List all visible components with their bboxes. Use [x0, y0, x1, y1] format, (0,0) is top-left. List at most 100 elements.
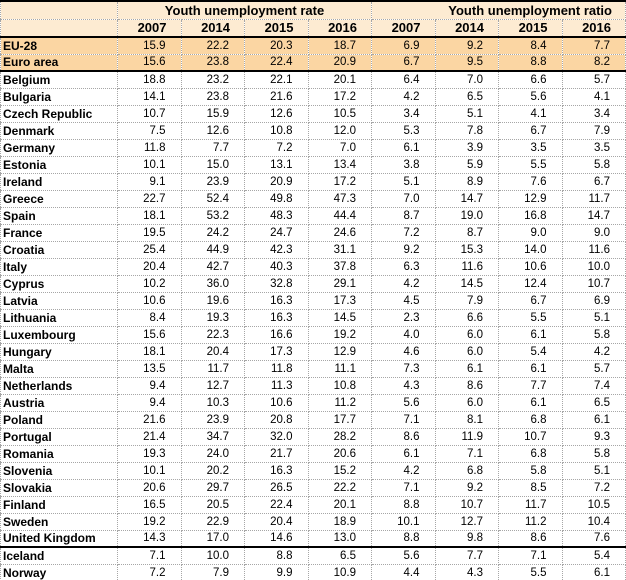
- row-label: Italy: [0, 258, 118, 276]
- rate-value-2015: 16.3: [244, 309, 309, 327]
- rate-value-2015: 21.7: [244, 445, 309, 463]
- rate-value-2014: 23.2: [181, 71, 245, 89]
- rate-value-2014: 23.8: [181, 54, 245, 72]
- ratio-value-2007: 2.3: [371, 309, 436, 327]
- ratio-value-2007: 6.4: [371, 71, 436, 89]
- rate-value-2016: 12.9: [308, 343, 372, 361]
- rate-value-2007: 7.1: [117, 547, 182, 565]
- ratio-value-2014: 9.8: [435, 530, 499, 548]
- rate-value-2014: 24.0: [181, 445, 245, 463]
- rate-value-2007: 18.1: [117, 207, 182, 225]
- row-label: Portugal: [0, 428, 118, 446]
- year-header-rate-2015: 2015: [244, 19, 309, 38]
- rate-value-2014: 23.9: [181, 173, 245, 191]
- rate-value-2014: 53.2: [181, 207, 245, 225]
- ratio-value-2007: 7.2: [371, 224, 436, 242]
- ratio-value-2015: 3.5: [498, 139, 563, 157]
- rate-value-2016: 7.0: [308, 139, 372, 157]
- table-row: Greece 22.7 52.4 49.8 47.3 7.0 14.7 12.9 11.7: [0, 190, 626, 208]
- table-row: Cyprus 10.2 36.0 32.8 29.1 4.2 14.5 12.4 10.7: [0, 275, 626, 293]
- rate-value-2015: 10.8: [244, 122, 309, 140]
- ratio-value-2015: 5.4: [498, 343, 563, 361]
- ratio-value-2007: 6.3: [371, 258, 436, 276]
- ratio-value-2016: 6.1: [562, 564, 626, 580]
- rate-value-2016: 24.6: [308, 224, 372, 242]
- rate-value-2015: 14.6: [244, 530, 309, 548]
- rate-value-2007: 18.8: [117, 71, 182, 89]
- rate-value-2016: 20.1: [308, 496, 372, 514]
- row-label: Lithuania: [0, 309, 118, 327]
- ratio-value-2016: 5.8: [562, 445, 626, 463]
- year-header-rate-2014: 2014: [181, 19, 245, 38]
- ratio-value-2014: 14.5: [435, 275, 499, 293]
- rate-value-2007: 19.3: [117, 445, 182, 463]
- row-label: Greece: [0, 190, 118, 208]
- rate-value-2014: 12.7: [181, 377, 245, 395]
- ratio-value-2016: 3.5: [562, 139, 626, 157]
- rate-value-2015: 22.4: [244, 496, 309, 514]
- rate-value-2007: 14.3: [117, 530, 182, 548]
- row-label: EU-28: [0, 37, 118, 55]
- rate-value-2015: 20.9: [244, 173, 309, 191]
- rate-value-2007: 8.4: [117, 309, 182, 327]
- table-row: Bulgaria 14.1 23.8 21.6 17.2 4.2 6.5 5.6 4.1: [0, 88, 626, 106]
- table-row: EU-28 15.9 22.2 20.3 18.7 6.9 9.2 8.4 7.7: [0, 37, 626, 55]
- rate-value-2014: 15.0: [181, 156, 245, 174]
- rate-value-2015: 16.6: [244, 326, 309, 344]
- rate-value-2014: 19.3: [181, 309, 245, 327]
- rate-value-2015: 20.4: [244, 513, 309, 531]
- ratio-value-2014: 5.9: [435, 156, 499, 174]
- table-row: Ireland 9.1 23.9 20.9 17.2 5.1 8.9 7.6 6.7: [0, 173, 626, 191]
- ratio-value-2016: 5.1: [562, 309, 626, 327]
- ratio-value-2014: 9.2: [435, 37, 499, 55]
- rate-value-2016: 17.2: [308, 173, 372, 191]
- rate-value-2014: 23.9: [181, 411, 245, 429]
- rate-value-2015: 11.3: [244, 377, 309, 395]
- table-row: Iceland 7.1 10.0 8.8 6.5 5.6 7.7 7.1 5.4: [0, 547, 626, 565]
- ratio-value-2015: 7.1: [498, 547, 563, 565]
- row-label: Belgium: [0, 71, 118, 89]
- rate-value-2016: 29.1: [308, 275, 372, 293]
- rate-value-2016: 22.2: [308, 479, 372, 497]
- rate-value-2015: 26.5: [244, 479, 309, 497]
- row-label: Austria: [0, 394, 118, 412]
- rate-value-2014: 52.4: [181, 190, 245, 208]
- table-row: Euro area 15.6 23.8 22.4 20.9 6.7 9.5 8.8 8.2: [0, 54, 626, 72]
- ratio-value-2016: 11.6: [562, 241, 626, 259]
- rate-value-2015: 40.3: [244, 258, 309, 276]
- rate-value-2016: 17.3: [308, 292, 372, 310]
- ratio-value-2016: 5.4: [562, 547, 626, 565]
- ratio-value-2014: 11.9: [435, 428, 499, 446]
- ratio-value-2016: 8.2: [562, 54, 626, 72]
- corner-cell: [0, 1, 118, 20]
- rate-value-2007: 15.6: [117, 54, 182, 72]
- ratio-value-2007: 5.1: [371, 173, 436, 191]
- rate-value-2014: 44.9: [181, 241, 245, 259]
- ratio-value-2014: 9.2: [435, 479, 499, 497]
- rate-value-2007: 14.1: [117, 88, 182, 106]
- rate-value-2016: 11.1: [308, 360, 372, 378]
- ratio-value-2014: 7.7: [435, 547, 499, 565]
- ratio-value-2016: 5.7: [562, 71, 626, 89]
- rate-value-2016: 18.9: [308, 513, 372, 531]
- ratio-value-2015: 8.6: [498, 530, 563, 548]
- rate-value-2016: 10.8: [308, 377, 372, 395]
- table-row: Romania 19.3 24.0 21.7 20.6 6.1 7.1 6.8 5.8: [0, 445, 626, 463]
- rate-value-2007: 18.1: [117, 343, 182, 361]
- ratio-value-2014: 8.7: [435, 224, 499, 242]
- rate-value-2014: 10.3: [181, 394, 245, 412]
- ratio-value-2007: 9.2: [371, 241, 436, 259]
- rate-value-2007: 10.6: [117, 292, 182, 310]
- ratio-value-2016: 9.0: [562, 224, 626, 242]
- ratio-value-2016: 7.6: [562, 530, 626, 548]
- row-label: United Kingdom: [0, 530, 118, 548]
- row-label: Spain: [0, 207, 118, 225]
- rate-value-2016: 18.7: [308, 37, 372, 55]
- ratio-value-2015: 5.5: [498, 564, 563, 580]
- ratio-value-2007: 4.3: [371, 377, 436, 395]
- rate-value-2015: 17.3: [244, 343, 309, 361]
- rate-value-2016: 6.5: [308, 547, 372, 565]
- group-header-row: Youth unemployment rate Youth unemployme…: [0, 1, 626, 20]
- table-row: Sweden 19.2 22.9 20.4 18.9 10.1 12.7 11.2 10.4: [0, 513, 626, 531]
- rate-value-2016: 20.6: [308, 445, 372, 463]
